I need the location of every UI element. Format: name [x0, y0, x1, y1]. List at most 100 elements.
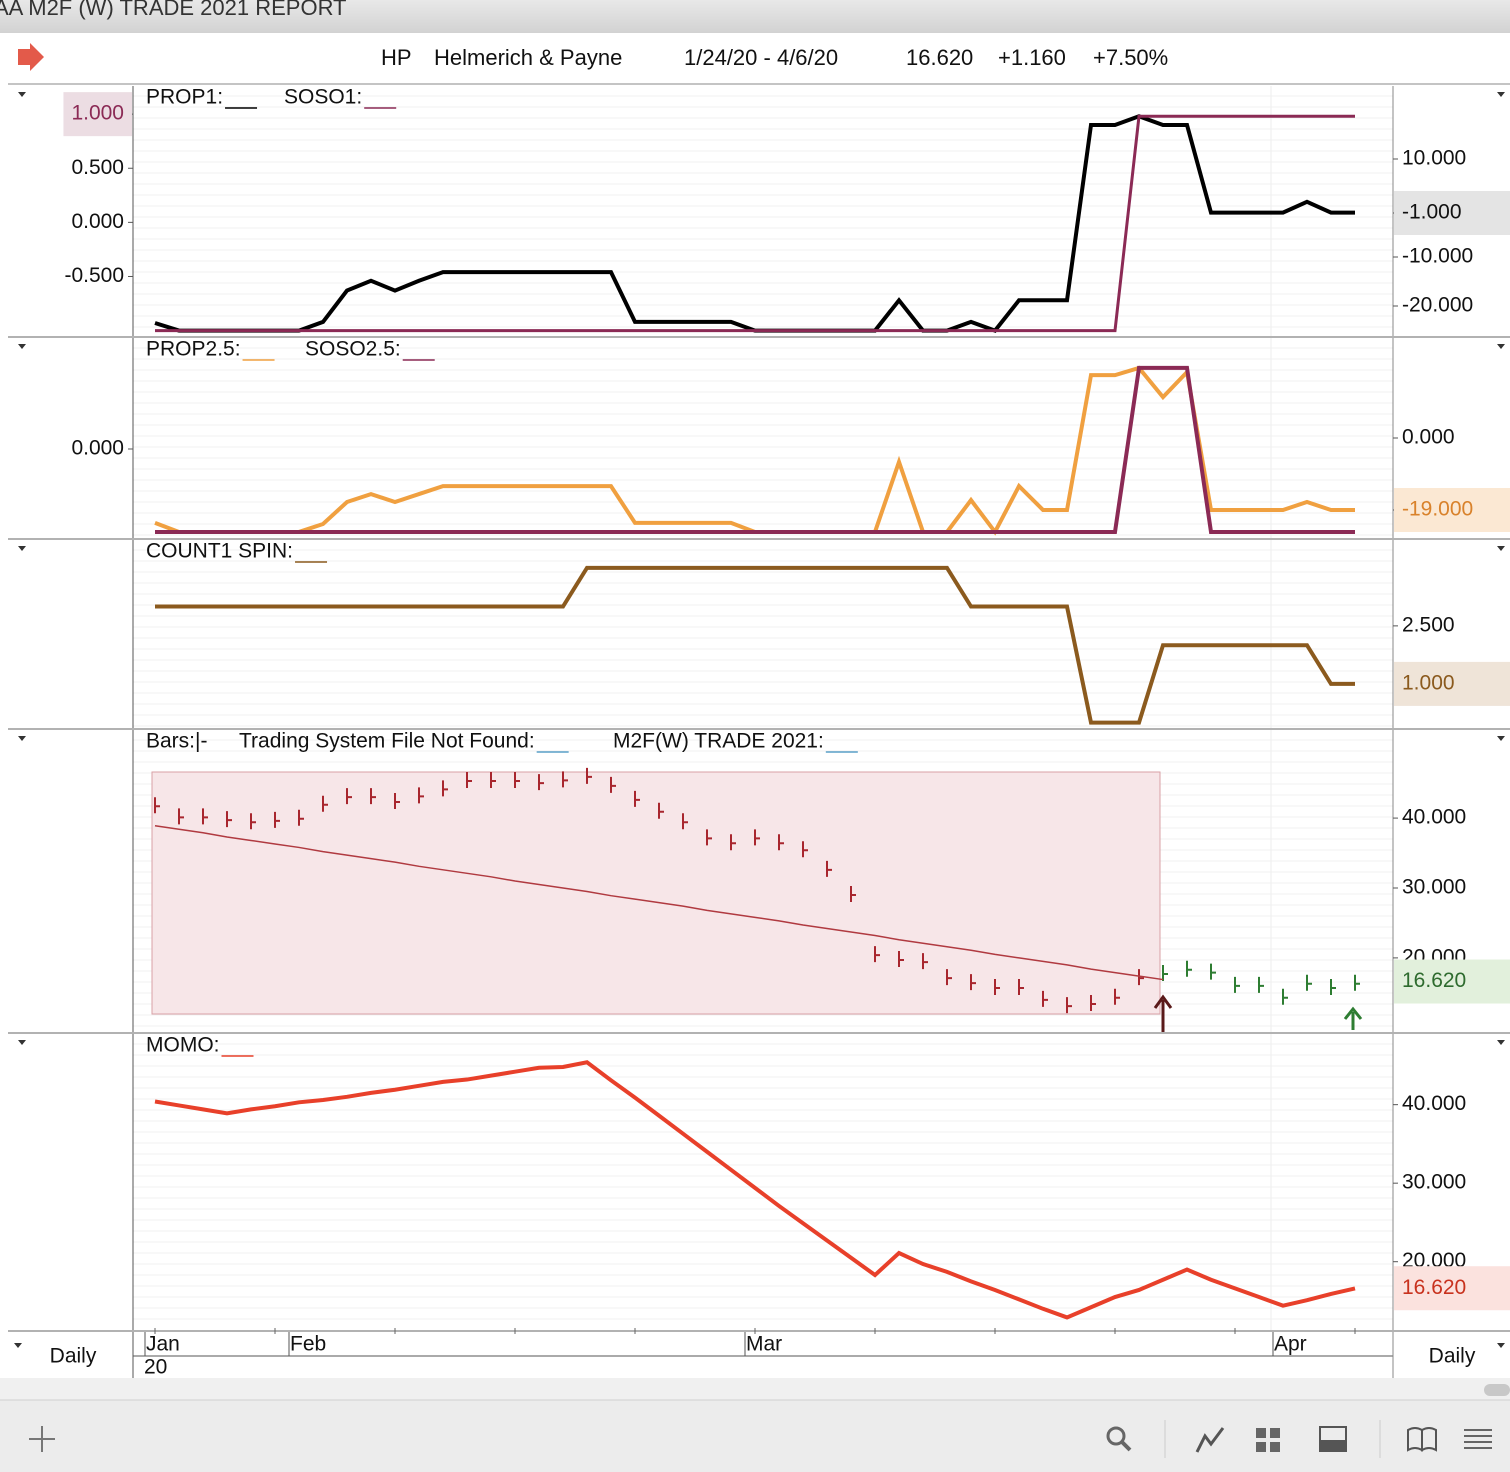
price-bar [658, 802, 664, 819]
window-title: AA M2F (W) TRADE 2021 REPORT [0, 0, 347, 20]
layout-tool[interactable] [1319, 1426, 1347, 1452]
price-bar [946, 969, 952, 986]
title-bar [0, 0, 1510, 33]
collapse-arrow [1497, 92, 1505, 97]
price-bar [994, 978, 1000, 995]
collapse-arrow [18, 1040, 26, 1045]
price-bar [586, 767, 592, 784]
last-price: 16.620 [906, 45, 973, 70]
y-tick-label: 30.000 [1402, 1171, 1466, 1194]
price-bar [1354, 974, 1360, 991]
grid-tool[interactable] [1256, 1428, 1280, 1452]
current-value-bg [1394, 661, 1510, 706]
collapse-arrow [18, 344, 26, 349]
series-line [154, 1060, 1356, 1320]
toolbar [0, 1400, 1510, 1472]
x-tick-label: Feb [290, 1333, 326, 1356]
y-tick-label-bg [1394, 191, 1510, 235]
price-bar [466, 772, 472, 789]
search-button[interactable] [1106, 1426, 1132, 1452]
price-bar [1306, 974, 1312, 991]
panels: PROP1: SOSO1: 0.500 0.000 -0.500 1.000 10.000 -… [8, 86, 1510, 1379]
y-tick-label: 30.000 [1402, 876, 1466, 899]
price-bar [922, 953, 928, 970]
period-label: Daily [1429, 1345, 1476, 1368]
scroll-area [0, 1378, 1510, 1400]
price-bar [514, 772, 520, 789]
price-bar [154, 797, 160, 814]
y-tick-label: 40.000 [1402, 1092, 1466, 1115]
legend-label: MOMO: [146, 1034, 220, 1057]
price-bar [1066, 997, 1072, 1014]
collapse-arrow [18, 736, 26, 741]
price-bar [1042, 990, 1048, 1007]
current-value: 16.620 [1402, 969, 1466, 992]
collapse-arrow [18, 92, 26, 97]
price-bar [970, 974, 976, 991]
legend-label: SOSO1: [284, 86, 362, 109]
legend-label: COUNT1 SPIN: [146, 540, 293, 563]
scrollbar[interactable] [1484, 1384, 1510, 1396]
signal-zone [151, 771, 1161, 1015]
price-bar [898, 950, 904, 967]
series-line [154, 365, 1355, 536]
price-bar [178, 808, 184, 825]
price-bar [1186, 960, 1192, 977]
collapse-arrow [18, 546, 26, 551]
price-bar [1162, 964, 1168, 981]
legend-label: PROP2.5: [146, 338, 241, 361]
menu-tool[interactable] [1464, 1429, 1492, 1449]
price-bar [610, 776, 616, 793]
book-tool[interactable] [1407, 1427, 1437, 1452]
current-value: 16.620 [1402, 1276, 1466, 1299]
y-tick-label: -20.000 [1402, 294, 1473, 317]
period-label: Daily [50, 1345, 97, 1368]
price-bar [682, 813, 688, 830]
x-tick-label: Mar [746, 1333, 782, 1356]
price-bar [418, 787, 424, 804]
price-bar [538, 774, 544, 791]
series-line [154, 114, 1355, 333]
collapse-arrow [1497, 546, 1505, 551]
y-tick-label: 10.000 [1402, 147, 1466, 170]
price-bar [1282, 988, 1288, 1005]
series-line [155, 565, 1355, 725]
collapse-arrow [1497, 1343, 1505, 1348]
legend-label: Bars:|- [146, 730, 207, 753]
y-tick-label: -10.000 [1402, 245, 1473, 268]
collapse-arrow [1497, 736, 1505, 741]
y-tick-label: -0.500 [64, 264, 124, 287]
price-bar [442, 780, 448, 797]
collapse-arrow [14, 1343, 22, 1348]
price-bar [754, 829, 760, 846]
price-bar [490, 772, 496, 789]
price-bar [202, 808, 208, 825]
symbol: HP [381, 45, 412, 70]
price-bar [778, 834, 784, 851]
current-value-bg [1394, 1266, 1510, 1311]
series-line [155, 114, 1355, 333]
line-tool[interactable] [1195, 1427, 1225, 1453]
signal-arrow [1153, 994, 1173, 1032]
price-bar [634, 790, 640, 807]
price-bar [1234, 976, 1240, 993]
add-button[interactable] [29, 1426, 55, 1452]
price-bar [1330, 978, 1336, 995]
series-line [155, 365, 1355, 534]
price-bar [826, 860, 832, 877]
price-bar [1090, 995, 1096, 1012]
company-name: Helmerich & Payne [434, 45, 622, 70]
y-tick-label: 0.000 [71, 210, 124, 233]
price-bar [346, 788, 352, 805]
percent-change: +7.50% [1093, 45, 1168, 70]
price-bar [298, 809, 304, 826]
price-bar [706, 829, 712, 846]
price-bar [370, 788, 376, 805]
current-value-bg [63, 92, 132, 137]
menu-arrow[interactable] [18, 43, 44, 71]
legend-label: PROP1: [146, 86, 223, 109]
price-bar [1114, 988, 1120, 1005]
price-bar [802, 841, 808, 858]
